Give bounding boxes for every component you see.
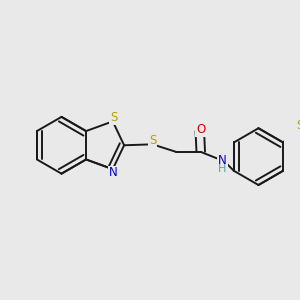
Text: H: H [218, 164, 227, 174]
Text: S: S [149, 134, 156, 147]
Text: S: S [110, 111, 117, 124]
Text: O: O [196, 123, 206, 136]
Text: S: S [296, 119, 300, 132]
Text: N: N [109, 167, 118, 179]
Text: N: N [218, 154, 227, 167]
